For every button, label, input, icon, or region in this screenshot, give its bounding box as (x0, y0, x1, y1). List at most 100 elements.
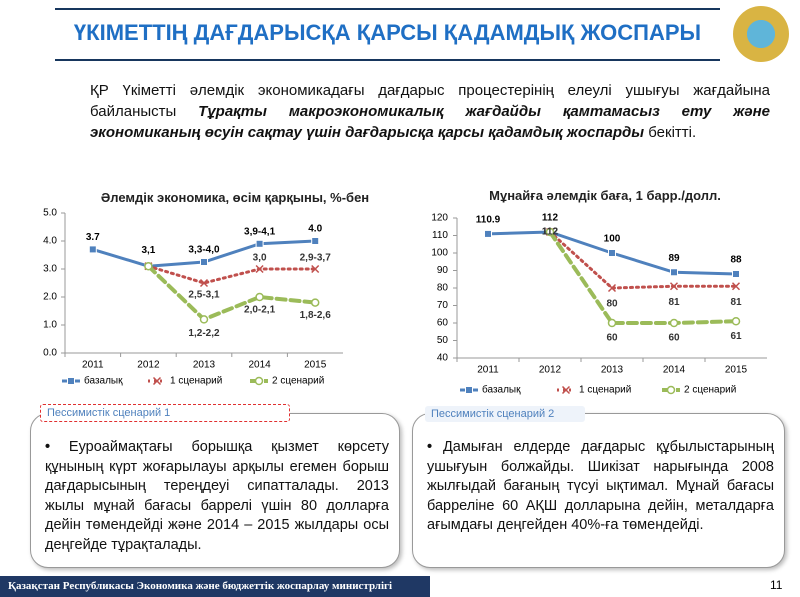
marker (561, 385, 571, 395)
data-label: 80 (606, 299, 618, 310)
marker (607, 318, 617, 328)
marker (731, 282, 741, 291)
data-label: 3,9-4,1 (244, 226, 276, 237)
slide-title: ҮКІМЕТТІҢ ДАҒДАРЫСҚА ҚАРСЫ ҚАДАМДЫҚ ЖОСП… (73, 20, 702, 45)
marker (484, 229, 492, 238)
y-tick-label: 90 (437, 265, 449, 276)
page-number: 11 (770, 578, 783, 592)
series-line (146, 264, 317, 285)
y-tick-label: 120 (431, 213, 448, 224)
y-tick-label: 3.0 (43, 264, 57, 275)
marker (311, 237, 320, 245)
x-tick-label: 2012 (137, 360, 160, 371)
marker (465, 386, 473, 394)
marker (669, 282, 679, 291)
top-rule (55, 8, 720, 10)
series-line (548, 230, 738, 290)
data-label: 112 (542, 227, 559, 238)
emblem (733, 6, 789, 62)
marker (666, 385, 676, 395)
chart-title: Мұнайға әлемдік баға, 1 барр./долл. (489, 188, 721, 203)
marker (255, 239, 264, 248)
intro-text: ҚР Үкіметті әлемдік экономикадағы дағдар… (90, 82, 770, 120)
x-tick-label: 2012 (539, 365, 562, 376)
x-tick-label: 2011 (477, 365, 499, 376)
legend-label: 2 сценарий (272, 376, 324, 387)
legend-label: базалық (482, 384, 521, 396)
marker (670, 268, 678, 277)
marker (199, 315, 209, 324)
marker (88, 245, 97, 254)
data-label: 81 (730, 297, 742, 308)
y-tick-label: 4.0 (43, 236, 57, 247)
data-label: 4.0 (308, 224, 322, 235)
marker (67, 377, 75, 385)
marker (152, 376, 162, 386)
data-label: 3,3-4,0 (188, 245, 220, 256)
legend-label: 1 сценарий (579, 385, 631, 396)
y-tick-label: 50 (437, 335, 449, 346)
data-label: 2,9-3,7 (300, 253, 332, 264)
y-tick-label: 5.0 (43, 208, 57, 219)
scenario-text: Еуроаймақтағы борышқа қызмет көрсету құн… (45, 438, 389, 555)
chart-title: Әлемдік экономика, өсім қарқыны, %-бен (100, 190, 370, 205)
y-tick-label: 1.0 (43, 320, 57, 331)
data-label: 88 (730, 255, 742, 266)
intro-emphasis: Тұрақты макроэкономикалық жағдайды қамта… (90, 103, 770, 141)
data-label: 89 (668, 253, 680, 264)
title-rule (55, 59, 720, 61)
data-label: 81 (668, 297, 680, 308)
marker (545, 227, 555, 237)
marker (199, 278, 209, 288)
scenario-box: Еуроаймақтағы борышқа қызмет көрсету құн… (30, 413, 400, 568)
x-tick-label: 2015 (304, 360, 327, 371)
marker (310, 298, 320, 307)
y-tick-label: 2.0 (43, 292, 57, 303)
data-label: 3,1 (141, 245, 155, 256)
x-tick-label: 2013 (601, 365, 624, 376)
marker (254, 376, 264, 386)
x-tick-label: 2014 (248, 360, 271, 371)
marker (144, 261, 153, 271)
x-tick-label: 2013 (193, 360, 216, 371)
charts: 0.0 1.0 2.0 3.0 4.0 5.0 2011 2012 2013 2014 2015 3.… (43, 208, 767, 396)
y-tick-label: 100 (431, 248, 448, 259)
legend-label: 1 сценарий (170, 376, 222, 387)
intro-tail: бекітті. (644, 124, 697, 141)
y-tick-label: 80 (437, 283, 449, 294)
y-tick-label: 110 (432, 230, 448, 241)
scenario-box: Дамыған елдерде дағдарыс құбылыстарының … (412, 413, 785, 568)
marker (311, 264, 320, 274)
x-tick-label: 2015 (725, 365, 748, 376)
marker (669, 318, 679, 328)
data-label: 112 (542, 213, 559, 224)
series-line (548, 230, 738, 325)
marker (608, 249, 616, 257)
legend-label: 2 сценарий (684, 385, 736, 396)
marker (731, 317, 741, 326)
marker (255, 292, 264, 302)
y-tick-label: 70 (437, 300, 449, 311)
scenario-tab: Пессимистік сценарий 1 (40, 404, 290, 422)
data-label: 110.9 (476, 215, 501, 226)
x-tick-label: 2014 (663, 365, 686, 376)
y-tick-label: 0.0 (43, 348, 57, 359)
data-label: 1,8-2,6 (300, 310, 332, 321)
intro: ҚР Үкіметті әлемдік экономикадағы дағдар… (90, 80, 770, 143)
marker (607, 283, 617, 293)
marker (200, 258, 208, 266)
data-label: 2,5-3,1 (188, 290, 220, 301)
y-tick-label: 60 (437, 318, 449, 329)
scenario-text: Дамыған елдерде дағдарыс құбылыстарының … (427, 438, 774, 536)
data-label: 100 (604, 234, 621, 245)
data-label: 1,2-2,2 (188, 328, 220, 339)
data-label: 61 (730, 331, 742, 342)
y-tick-label: 40 (437, 353, 449, 364)
data-label: 60 (668, 333, 680, 344)
series-line (146, 264, 318, 322)
marker (732, 270, 740, 278)
footer: Қазақстан Республикасы Экономика және бю… (0, 576, 430, 597)
marker (255, 264, 264, 274)
data-label: 3,0 (253, 253, 267, 264)
